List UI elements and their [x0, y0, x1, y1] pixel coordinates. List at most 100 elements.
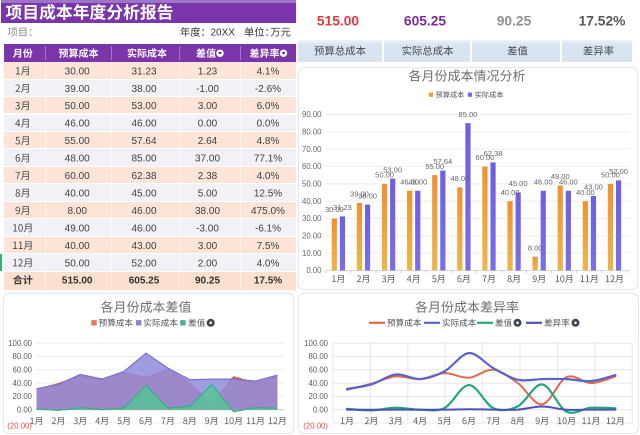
svg-text:46.00: 46.00: [131, 223, 156, 234]
svg-text:0.00: 0.00: [313, 405, 329, 414]
svg-text:45.00: 45.00: [509, 179, 528, 188]
svg-text:46.00: 46.00: [400, 177, 419, 186]
svg-text:46.00: 46.00: [534, 177, 553, 186]
svg-text:50.00: 50.00: [375, 170, 394, 179]
svg-text:90.25: 90.25: [195, 276, 220, 287]
svg-text:90.00: 90.00: [302, 110, 322, 119]
svg-text:6.0%: 6.0%: [257, 101, 280, 112]
svg-text:515.00: 515.00: [62, 276, 93, 287]
svg-text:60.00: 60.00: [65, 171, 90, 182]
svg-text:31.23: 31.23: [131, 66, 156, 77]
svg-text:31.23: 31.23: [333, 203, 352, 212]
svg-text:-2.6%: -2.6%: [255, 84, 281, 95]
svg-text:30.00: 30.00: [325, 205, 344, 214]
svg-text:80.00: 80.00: [308, 352, 328, 361]
svg-text:0.0%: 0.0%: [257, 119, 280, 130]
svg-text:55.00: 55.00: [65, 136, 90, 147]
svg-text:43.00: 43.00: [584, 183, 603, 192]
svg-text:37.00: 37.00: [195, 154, 220, 165]
svg-text:39.00: 39.00: [350, 190, 369, 199]
svg-text:2.38: 2.38: [198, 171, 218, 182]
svg-text:39.00: 39.00: [65, 84, 90, 95]
svg-text:90.25: 90.25: [497, 14, 532, 29]
svg-text:46.00: 46.00: [559, 177, 578, 186]
svg-text:49.00: 49.00: [65, 223, 90, 234]
svg-text:4.0%: 4.0%: [257, 258, 280, 269]
svg-text:7.5%: 7.5%: [257, 241, 280, 252]
svg-text:8.00: 8.00: [67, 206, 87, 217]
svg-text:40.00: 40.00: [576, 188, 595, 197]
svg-text:-6.1%: -6.1%: [255, 223, 281, 234]
svg-text:100.00: 100.00: [304, 339, 329, 348]
svg-text:(20.00): (20.00): [303, 421, 328, 430]
svg-text:4.1%: 4.1%: [257, 66, 280, 77]
svg-text:46.00: 46.00: [408, 177, 427, 186]
svg-text:-3.00: -3.00: [196, 223, 219, 234]
svg-text:85.00: 85.00: [459, 110, 478, 119]
svg-text:38.00: 38.00: [358, 191, 377, 200]
svg-text:2.00: 2.00: [198, 258, 218, 269]
svg-text:85.00: 85.00: [131, 154, 156, 165]
svg-text:80.00: 80.00: [12, 352, 32, 361]
svg-text:49.00: 49.00: [551, 172, 570, 181]
svg-text:77.1%: 77.1%: [254, 154, 282, 165]
svg-text:40.00: 40.00: [302, 197, 322, 206]
svg-text:40.00: 40.00: [501, 188, 520, 197]
svg-text:0.00: 0.00: [198, 119, 218, 130]
svg-text:40.00: 40.00: [308, 379, 328, 388]
svg-text:46.00: 46.00: [65, 119, 90, 130]
svg-text:52.00: 52.00: [609, 167, 628, 176]
svg-text:48.00: 48.00: [450, 174, 469, 183]
svg-text:38.00: 38.00: [195, 206, 220, 217]
svg-text:20.00: 20.00: [308, 392, 328, 401]
svg-text:60.00: 60.00: [476, 153, 495, 162]
svg-text:8.00: 8.00: [528, 243, 543, 252]
svg-text:20.00: 20.00: [302, 232, 322, 241]
svg-text:30.00: 30.00: [65, 66, 90, 77]
svg-text:17.52%: 17.52%: [579, 14, 626, 29]
svg-text:50.00: 50.00: [601, 170, 620, 179]
svg-text:475.0%: 475.0%: [251, 206, 285, 217]
svg-text:46.00: 46.00: [131, 206, 156, 217]
svg-text:57.64: 57.64: [433, 157, 452, 166]
svg-text:605.25: 605.25: [129, 276, 160, 287]
svg-text:46.00: 46.00: [131, 119, 156, 130]
svg-text:12.5%: 12.5%: [254, 188, 282, 199]
svg-text:0.00: 0.00: [17, 405, 33, 414]
svg-text:60.00: 60.00: [302, 162, 322, 171]
svg-text:53.00: 53.00: [131, 101, 156, 112]
svg-text:515.00: 515.00: [317, 14, 360, 29]
svg-text:5.00: 5.00: [198, 188, 218, 199]
svg-text:60.00: 60.00: [308, 366, 328, 375]
svg-text:100.00: 100.00: [8, 339, 33, 348]
svg-text:48.00: 48.00: [65, 154, 90, 165]
svg-text:40.00: 40.00: [12, 379, 32, 388]
svg-text:45.00: 45.00: [131, 188, 156, 199]
svg-text:38.00: 38.00: [131, 84, 156, 95]
svg-text:55.00: 55.00: [425, 162, 444, 171]
svg-text:50.00: 50.00: [65, 101, 90, 112]
svg-text:20.00: 20.00: [12, 392, 32, 401]
svg-text:50.00: 50.00: [302, 180, 322, 189]
svg-text:4.0%: 4.0%: [257, 171, 280, 182]
svg-text:10.00: 10.00: [302, 249, 322, 258]
svg-text:53.00: 53.00: [383, 165, 402, 174]
svg-text:-1.00: -1.00: [196, 84, 219, 95]
svg-text:3.00: 3.00: [198, 241, 218, 252]
svg-text:62.38: 62.38: [484, 149, 503, 158]
svg-text:70.00: 70.00: [302, 145, 322, 154]
svg-text:62.38: 62.38: [131, 171, 156, 182]
svg-text:60.00: 60.00: [12, 366, 32, 375]
svg-text:17.5%: 17.5%: [254, 276, 282, 287]
svg-text:40.00: 40.00: [65, 241, 90, 252]
svg-text:50.00: 50.00: [65, 258, 90, 269]
svg-text:30.00: 30.00: [302, 214, 322, 223]
svg-text:57.64: 57.64: [131, 136, 156, 147]
svg-text:605.25: 605.25: [404, 14, 447, 29]
svg-text:4.8%: 4.8%: [257, 136, 280, 147]
svg-text:(20.00): (20.00): [7, 421, 32, 430]
svg-text:43.00: 43.00: [131, 241, 156, 252]
svg-text:1.23: 1.23: [198, 66, 218, 77]
svg-text:40.00: 40.00: [65, 188, 90, 199]
svg-text:80.00: 80.00: [302, 128, 322, 137]
